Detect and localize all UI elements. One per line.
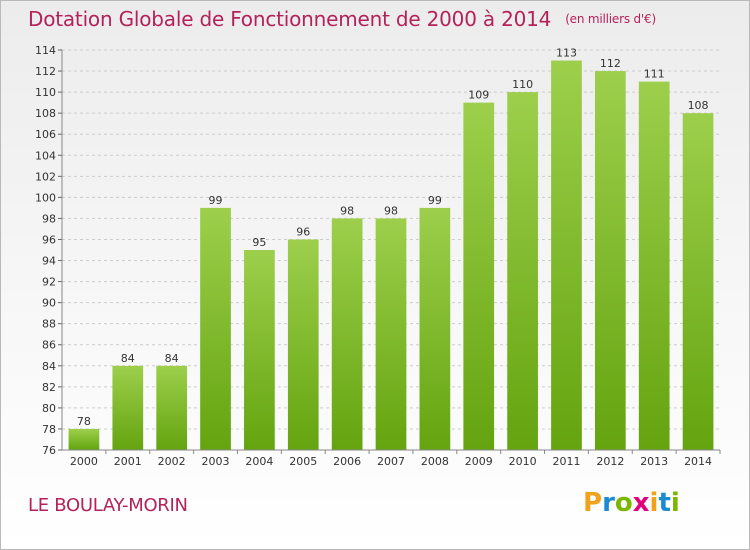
y-tick-label: 82 [42,381,56,394]
x-tick-label: 2008 [421,455,449,468]
y-tick-label: 88 [42,318,56,331]
data-label: 110 [512,78,533,91]
data-label: 112 [600,57,621,70]
bar-2011 [551,60,582,451]
bar-2002 [156,365,188,450]
y-tick-label: 78 [42,423,56,436]
y-tick-label: 92 [42,276,56,289]
x-tick-label: 2004 [245,455,273,468]
x-tick-label: 2009 [465,455,493,468]
y-tick-label: 104 [35,149,56,162]
y-tick-label: 94 [42,255,56,268]
data-label: 108 [688,99,709,112]
bar-2003 [200,207,231,450]
y-tick-label: 80 [42,402,56,415]
y-tick-label: 90 [42,297,56,310]
x-tick-label: 2011 [552,455,580,468]
x-tick-label: 2006 [333,455,361,468]
bar-2007 [375,218,407,450]
logo-letter: P [583,488,603,518]
bar-2014 [682,113,714,450]
logo-letter: x [632,488,650,518]
logo-letter: i [649,488,659,518]
data-labels: 78 84 84 99 95 96 98 98 99 109 110 113 112 111 108 [77,47,709,428]
x-tick-label: 2012 [596,455,624,468]
bar-2005 [287,239,319,450]
y-tick-label: 76 [42,444,56,457]
data-label: 111 [644,68,665,81]
y-tick-label: 112 [35,65,56,78]
x-tick-label: 2005 [289,455,317,468]
data-label: 95 [252,236,266,249]
y-tick-label: 84 [42,360,56,373]
axes: 76 78 80 82 84 86 88 90 92 94 96 98 100 102 104 106 108 1… [35,44,721,468]
x-tick-label: 2013 [640,455,668,468]
y-tick-label: 86 [42,339,56,352]
data-label: 84 [121,352,135,365]
logo-letter: t [658,488,671,518]
logo-letter: o [614,488,633,518]
chart-title-text: Dotation Globale de Fonctionnement de 20… [28,7,552,31]
y-tick-label: 100 [35,191,56,204]
x-tick-label: 2014 [684,455,712,468]
data-label: 99 [209,194,223,207]
bar-2000 [68,428,100,450]
bar-2012 [594,71,626,450]
chart-subtitle: (en milliers d'€) [565,12,656,26]
y-tick-label: 108 [35,107,56,120]
data-label: 98 [384,204,398,217]
data-label: 84 [165,352,179,365]
data-label: 99 [428,194,442,207]
data-label: 78 [77,415,91,428]
logo-letter: i [670,488,680,518]
bar-2010 [507,92,538,451]
y-tick-label: 98 [42,212,56,225]
x-tick-label: 2001 [114,455,142,468]
y-tick-label: 110 [35,86,56,99]
data-label: 98 [340,204,354,217]
y-tick-label: 106 [35,128,56,141]
bar-2001 [112,365,144,450]
bar-2009 [463,102,495,450]
bar-2006 [331,218,363,450]
commune-name: LE BOULAY-MORIN [28,495,188,516]
bars [68,60,714,451]
x-tick-label: 2010 [509,455,537,468]
data-label: 96 [296,225,310,238]
y-tick-label: 114 [35,44,56,57]
y-tick-label: 102 [35,170,56,183]
data-label: 113 [556,47,577,60]
bar-2013 [638,81,670,450]
y-tick-label: 96 [42,233,56,246]
chart-title: Dotation Globale de Fonctionnement de 20… [28,7,656,31]
x-tick-label: 2002 [158,455,186,468]
data-label: 109 [468,89,489,102]
x-tick-label: 2000 [70,455,98,468]
logo-letter: r [602,488,615,518]
x-tick-label: 2007 [377,455,405,468]
x-tick-label: 2003 [202,455,230,468]
proxiti-logo: Proxiti [583,488,680,518]
bar-2004 [244,250,275,450]
bar-2008 [419,207,451,450]
